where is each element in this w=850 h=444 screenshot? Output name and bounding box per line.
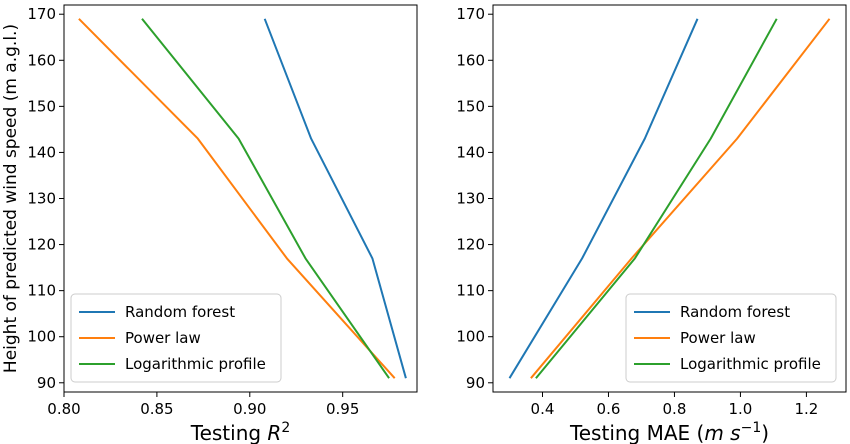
legend-box [70,293,282,383]
y-tick-label: 110 [456,282,485,300]
y-tick-label: 150 [456,97,485,115]
legend: Random forest Power law Logarithmic profil… [70,293,282,383]
chart-panel-2: 90 100 110 120 130 140 150 160 170 0.4 0.6 0.8 1.0 1.… [456,4,847,444]
x-axis-title-suffix: ) [761,421,769,444]
y-tick-label: 110 [27,282,56,300]
y-tick-label: 160 [456,51,485,69]
y-tick-label: 130 [456,190,485,208]
y-tick-label: 160 [27,51,56,69]
x-axis-title: Testing R2 [190,420,291,444]
x-tick-label: 0.95 [326,400,359,418]
x-tick-label: 1.2 [794,400,818,418]
series-line-power-law [78,18,396,379]
legend-label: Power law [680,329,756,347]
chart-panel-1: 90 100 110 120 130 140 150 160 170 0.80 0.85 0.90 0.… [1,4,418,444]
series-line-random-forest [508,18,699,379]
x-axis-title-superscript: 2 [281,420,290,436]
y-tick-label: 170 [456,5,485,23]
x-tick-label: 1.0 [729,400,753,418]
y-tick-label: 170 [27,5,56,23]
y-tick-label: 140 [27,143,56,161]
x-tick-label: 0.4 [531,400,555,418]
x-tick-label: 0.6 [597,400,621,418]
y-tick-label: 90 [37,374,56,392]
x-axis-title-var: R [267,421,281,444]
y-tick-label: 130 [27,190,56,208]
x-axis-title-text: Testing [190,421,268,444]
legend: Random forest Power law Logarithmic profil… [625,293,837,383]
series-line-logarithmic-profile [141,18,390,379]
legend-label: Power law [125,329,201,347]
y-axis-title: Height of predicted wind speed (m a.g.l.… [1,24,21,373]
y-tick-label: 100 [27,328,56,346]
legend-label: Random forest [125,303,235,321]
x-tick-label: 0.85 [140,400,173,418]
legend-label: Logarithmic profile [680,355,821,373]
x-tick-label: 0.90 [233,400,266,418]
series-line-logarithmic-profile [535,18,778,379]
series-line-power-law [530,18,831,379]
x-tick-label: 0.8 [663,400,687,418]
y-tick-label: 120 [27,236,56,254]
x-axis-title: Testing MAE (m s−1) [569,420,769,444]
y-tick-label: 120 [456,236,485,254]
x-tick-label: 0.80 [47,400,80,418]
x-axis-title-superscript: −1 [741,420,762,436]
x-axis-title-unit: m s [704,421,740,444]
legend-label: Logarithmic profile [125,355,266,373]
x-axis-title-text: Testing MAE ( [569,421,704,444]
y-tick-label: 150 [27,97,56,115]
legend-label: Random forest [680,303,790,321]
y-tick-label: 100 [456,328,485,346]
legend-box [625,293,837,383]
series-line-random-forest [263,18,407,379]
y-tick-label: 90 [466,374,485,392]
y-tick-label: 140 [456,143,485,161]
